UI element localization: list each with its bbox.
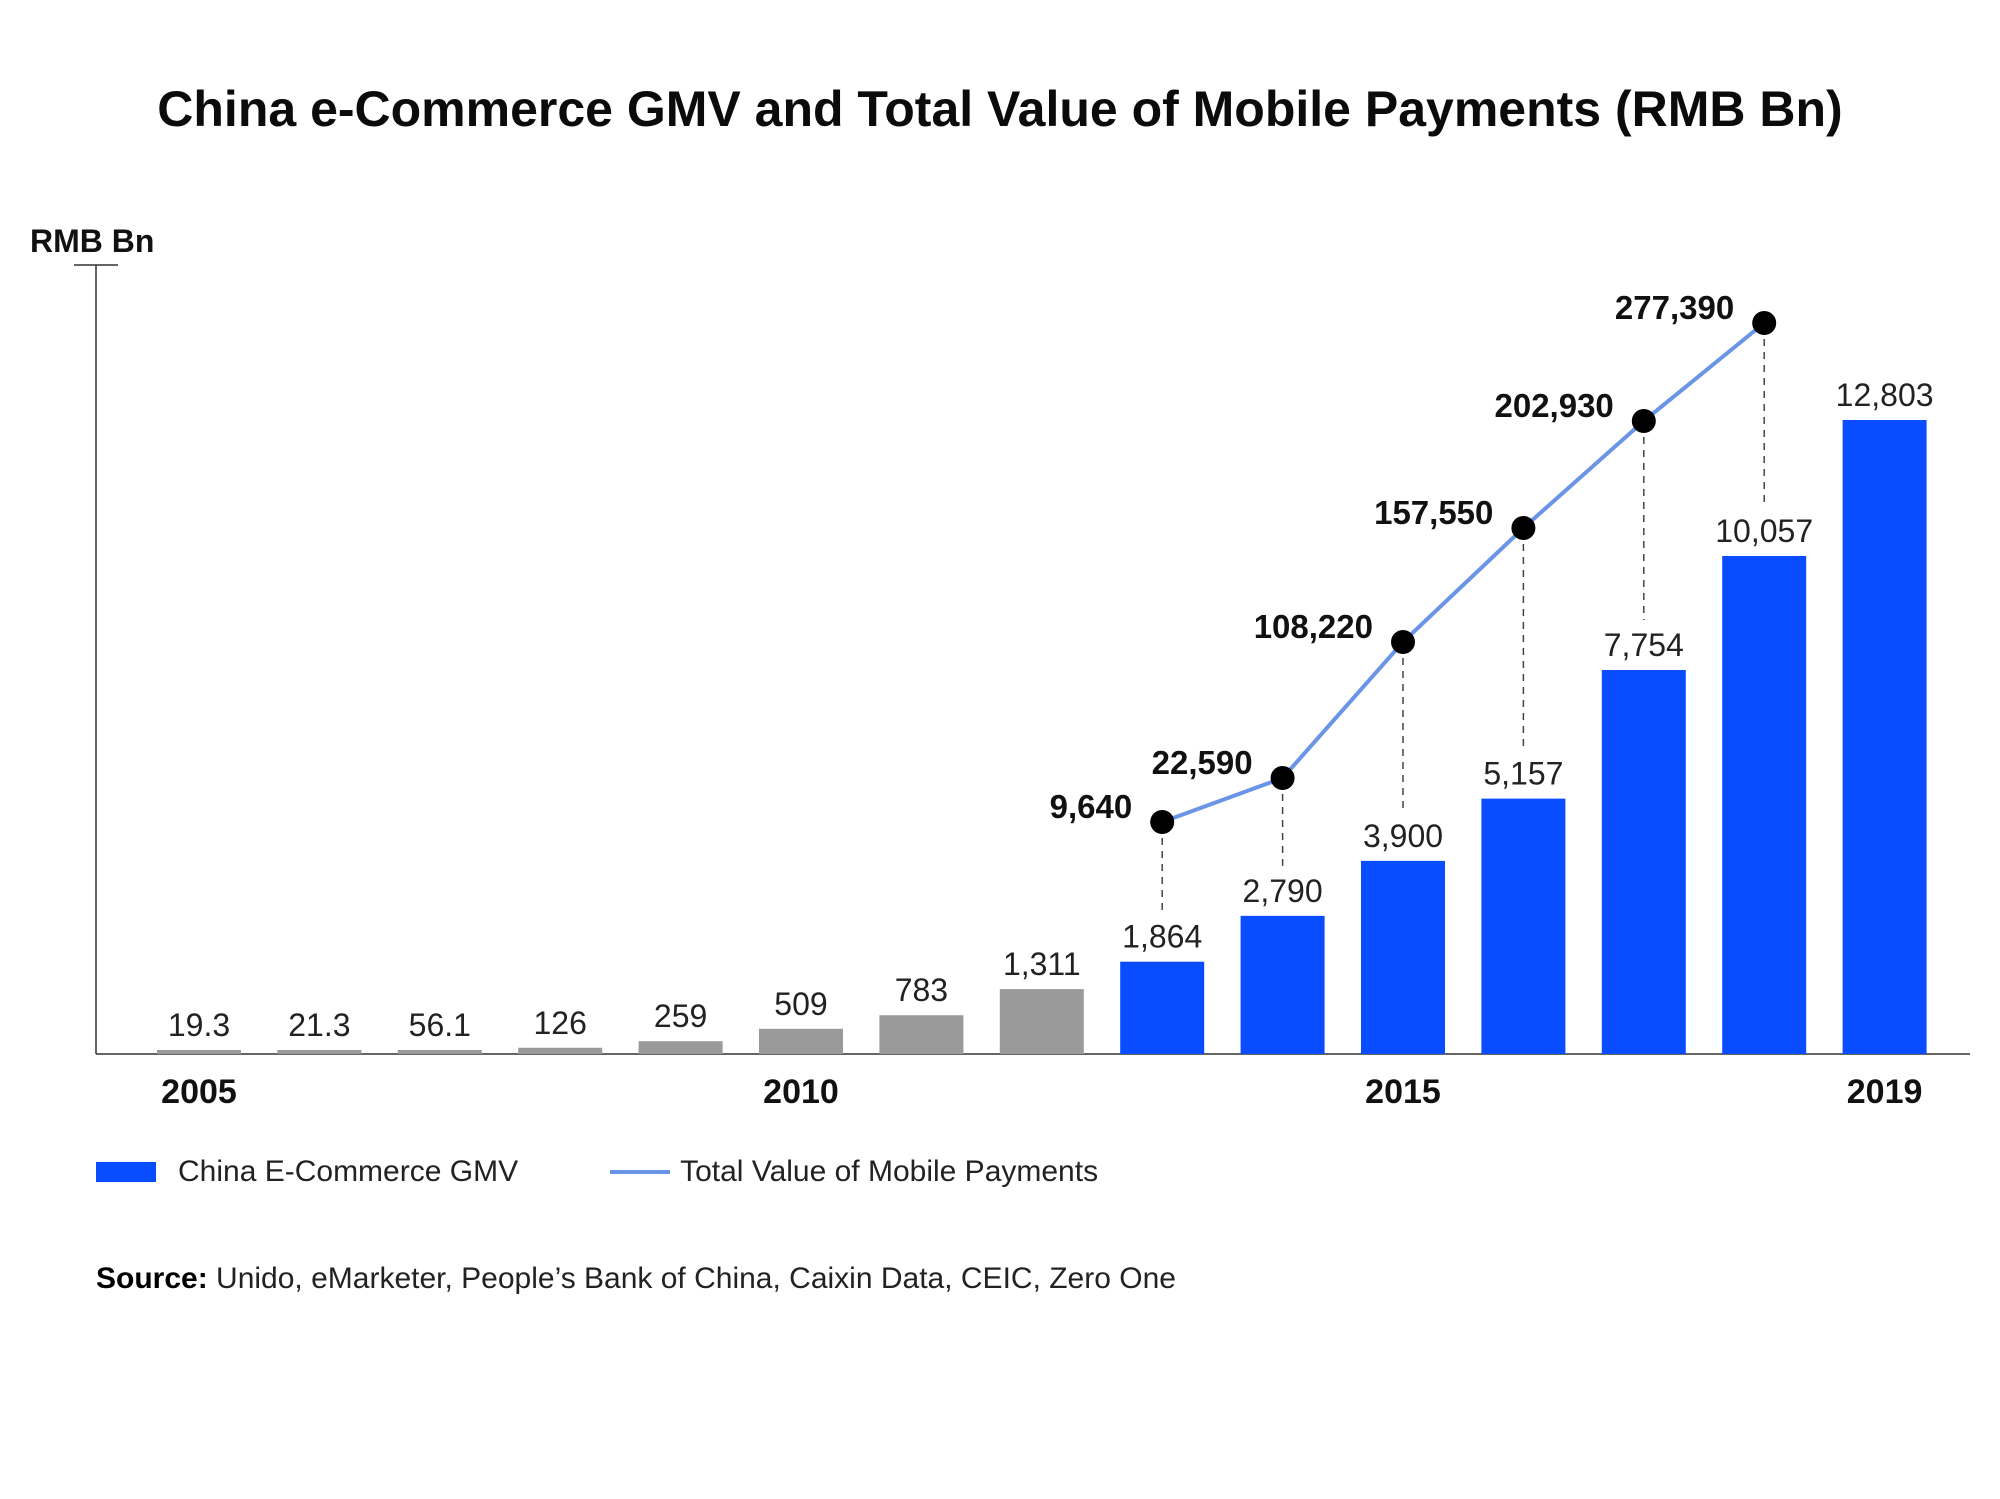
bar-2017: [1601, 670, 1686, 1054]
mobile-payments-points: [1150, 311, 1777, 834]
legend-label-gmv: China E-Commerce GMV: [178, 1155, 519, 1188]
point-label-2016: 157,550: [1374, 494, 1493, 531]
bar-label-2012: 1,311: [1003, 946, 1081, 982]
point-label-2014: 22,590: [1152, 744, 1253, 781]
bar-label-2013: 1,864: [1122, 919, 1202, 955]
bar-label-2005: 19.3: [168, 1007, 230, 1043]
mobile-payments-line: [1161, 321, 1766, 824]
bar-2005: [157, 1050, 241, 1054]
legend-item-mobile-payments: Total Value of Mobile Payments: [610, 1155, 1098, 1189]
point-label-2018: 277,390: [1615, 289, 1734, 326]
source-text: Unido, eMarketer, People’s Bank of China…: [216, 1262, 1176, 1295]
bar-label-2019: 12,803: [1836, 377, 1934, 413]
bar-2011: [879, 1015, 964, 1054]
y-axis-label: RMB Bn: [30, 223, 154, 259]
bar-2012: [999, 989, 1084, 1054]
x-tick-2010: 2010: [763, 1073, 839, 1111]
x-tick-labels: 2005 2010 2015 2019: [161, 1073, 1922, 1111]
source-prefix: Source:: [96, 1262, 208, 1295]
point-2014: [1270, 766, 1295, 790]
bar-label-2006: 21.3: [288, 1007, 350, 1043]
bar-2016: [1481, 798, 1566, 1054]
point-2017: [1631, 409, 1656, 433]
point-label-2015: 108,220: [1254, 608, 1373, 645]
bar-2013: [1120, 961, 1205, 1054]
bar-labels: 19.3 21.3 56.1 126 259 509 783 1,311 1,864 2,790 3…: [168, 377, 1934, 1043]
legend-swatch-line: [610, 1170, 671, 1174]
source-note: Source: Unido, eMarketer, People’s Bank …: [96, 1262, 1176, 1296]
point-2015: [1391, 630, 1415, 654]
mobile-payments-polyline: [1161, 321, 1766, 824]
bar-label-2018: 10,057: [1715, 513, 1813, 549]
bar-2019: [1842, 420, 1927, 1054]
bar-label-2008: 126: [534, 1005, 587, 1041]
legend-swatch-bar: [96, 1162, 156, 1182]
bar-label-2015: 3,900: [1363, 818, 1443, 854]
bar-2014: [1240, 915, 1325, 1054]
bar-2015: [1361, 860, 1445, 1054]
bar-label-2017: 7,754: [1604, 627, 1684, 663]
bar-2018: [1722, 555, 1807, 1054]
x-tick-2015: 2015: [1365, 1073, 1441, 1111]
bar-2006: [277, 1050, 362, 1054]
legend-label-mobile-payments: Total Value of Mobile Payments: [680, 1155, 1099, 1188]
x-tick-2019: 2019: [1847, 1073, 1923, 1111]
bar-2008: [518, 1047, 603, 1054]
point-2018: [1752, 311, 1777, 335]
legend-item-gmv: China E-Commerce GMV: [96, 1155, 518, 1189]
bar-label-2016: 5,157: [1483, 756, 1563, 792]
point-2016: [1511, 516, 1536, 540]
bars: [157, 420, 1927, 1054]
bar-2007: [397, 1050, 482, 1054]
bar-label-2011: 783: [895, 972, 948, 1008]
x-tick-2005: 2005: [161, 1073, 237, 1111]
chart-title: China e-Commerce GMV and Total Value of …: [157, 81, 1843, 137]
point-2013: [1150, 810, 1175, 834]
leader-lines: [1161, 339, 1765, 912]
bar-2009: [638, 1041, 723, 1054]
legend: China E-Commerce GMV Total Value of Mobi…: [96, 1152, 1190, 1192]
bar-label-2010: 509: [774, 986, 827, 1022]
bar-2010: [759, 1028, 843, 1054]
mobile-payments-labels: 9,640 22,590 108,220 157,550 202,930 277,390: [1050, 289, 1735, 825]
bar-label-2009: 259: [654, 998, 707, 1034]
point-label-2013: 9,640: [1050, 788, 1133, 825]
bar-label-2007: 56.1: [409, 1007, 471, 1043]
bar-label-2014: 2,790: [1243, 873, 1323, 909]
point-label-2017: 202,930: [1495, 387, 1614, 424]
